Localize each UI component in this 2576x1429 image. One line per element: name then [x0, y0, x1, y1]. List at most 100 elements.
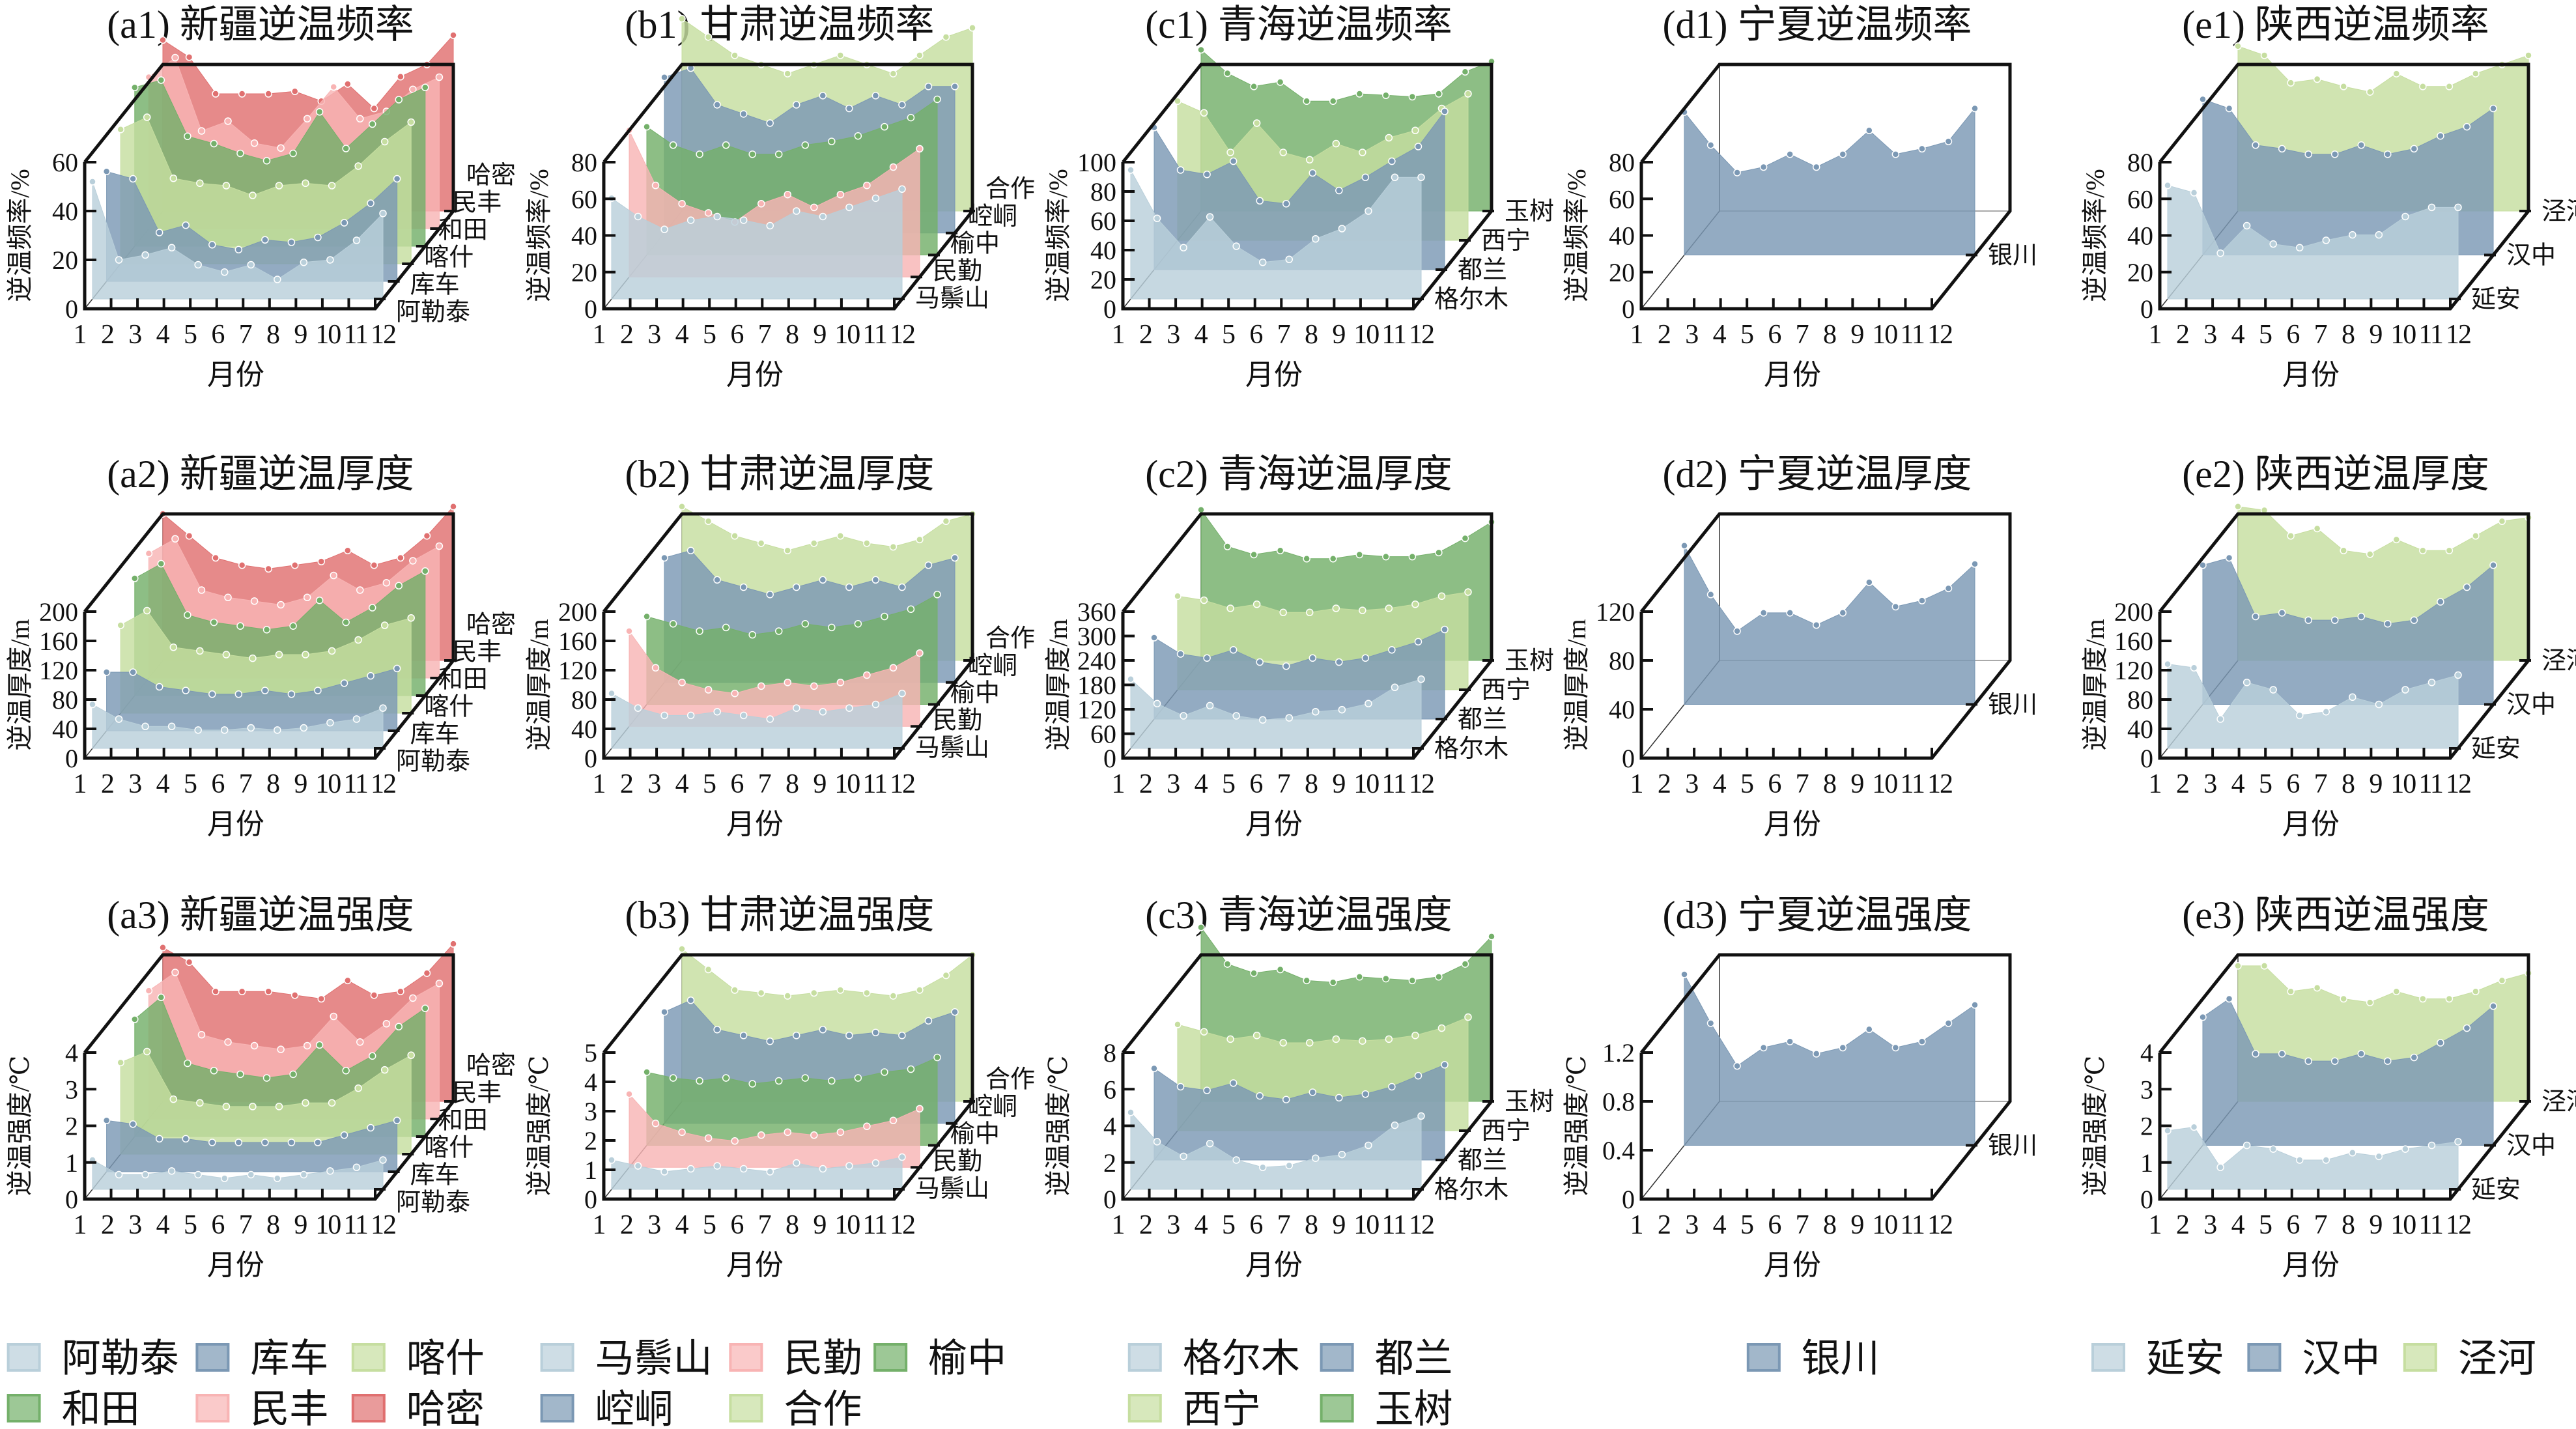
y-tick-label: 360: [1077, 597, 1116, 627]
data-point: [330, 83, 337, 91]
series-label: 阿勒泰: [396, 1189, 470, 1217]
data-point: [801, 1074, 810, 1082]
x-tick-label: 9: [1332, 320, 1345, 350]
y-tick-label: 1: [584, 1155, 597, 1185]
data-point: [942, 517, 950, 525]
series-label: 银川: [1988, 1133, 2037, 1160]
x-tick-label: 6: [730, 1210, 743, 1240]
data-point: [731, 689, 739, 698]
data-point: [1812, 1050, 1820, 1058]
x-axis-label: 月份: [2282, 808, 2340, 840]
data-point: [1441, 107, 1449, 115]
data-point: [748, 150, 756, 158]
data-point: [264, 565, 272, 573]
y-tick-label: 80: [52, 685, 78, 714]
data-point: [933, 95, 941, 104]
data-point: [871, 1159, 880, 1167]
data-point: [2437, 598, 2444, 606]
data-point: [261, 1139, 269, 1146]
series-label: 喀什: [424, 1135, 474, 1162]
x-tick-label: 3: [1685, 769, 1698, 799]
data-point: [1733, 627, 1741, 635]
data-point: [315, 1041, 324, 1049]
data-point: [2260, 51, 2269, 59]
data-point: [933, 591, 941, 599]
data-point: [409, 85, 417, 93]
x-tick-label: 4: [156, 1210, 170, 1240]
x-tick-label: 8: [1823, 320, 1836, 350]
x-tick-label: 10: [315, 320, 341, 350]
y-tick-label: 240: [1077, 646, 1116, 675]
y-tick-label: 0.4: [1602, 1136, 1635, 1165]
data-point: [449, 503, 457, 511]
x-tick-label: 12: [371, 320, 395, 350]
y-tick-label: 0: [1622, 294, 1635, 324]
data-point: [774, 1077, 783, 1085]
x-tick-label: 12: [1409, 769, 1434, 799]
chart-title: (c2) 青海逆温厚度: [1145, 453, 1452, 496]
data-point: [757, 539, 765, 547]
data-point: [2330, 1057, 2339, 1065]
data-point: [102, 1116, 111, 1124]
series-label: 民丰: [452, 190, 502, 217]
data-point: [766, 119, 774, 127]
data-point: [1279, 1039, 1287, 1047]
legend-swatch: [2091, 1343, 2125, 1372]
legend-swatch: [2247, 1343, 2282, 1372]
x-tick-label: 2: [2176, 769, 2188, 799]
legend-item: 玉树: [1320, 1388, 1453, 1429]
data-point: [731, 986, 739, 994]
data-point: [739, 1165, 748, 1173]
x-tick-label: 10: [315, 1210, 341, 1240]
y-tick-label: 80: [1609, 148, 1635, 177]
data-point: [1332, 1035, 1340, 1043]
data-point: [643, 1068, 651, 1076]
data-point: [1200, 596, 1208, 604]
x-tick-label: 3: [647, 769, 660, 799]
legend-item: 格尔木: [1127, 1337, 1300, 1380]
data-point: [1256, 658, 1264, 666]
x-tick-label: 4: [1713, 320, 1727, 350]
x-tick-label: 12: [890, 1210, 914, 1240]
data-point: [303, 1041, 311, 1050]
data-point: [1250, 550, 1258, 559]
data-point: [300, 724, 308, 732]
data-point: [1229, 646, 1238, 654]
legend-label: 合作: [784, 1388, 862, 1429]
x-tick-label: 3: [128, 1210, 141, 1240]
legend-item: 汉中: [2247, 1337, 2380, 1380]
legend-label: 银川: [1802, 1337, 1880, 1380]
data-point: [2269, 1145, 2277, 1153]
x-tick-label: 9: [813, 320, 826, 350]
data-point: [1174, 592, 1182, 600]
data-point: [368, 1052, 376, 1060]
series-label: 汉中: [2506, 692, 2556, 719]
data-point: [881, 1068, 888, 1076]
y-tick-label: 20: [1609, 258, 1635, 287]
data-point: [651, 664, 660, 672]
data-point: [393, 1116, 401, 1124]
chart-title: (c1) 青海逆温频率: [1145, 3, 1452, 46]
x-tick-label: 1: [74, 769, 86, 799]
data-point: [1276, 965, 1284, 974]
legend-swatch: [540, 1394, 574, 1422]
series-area-银川: [1684, 545, 1975, 705]
series-label: 西宁: [1481, 677, 1531, 704]
data-point: [2357, 1050, 2366, 1058]
data-point: [115, 256, 123, 264]
data-point: [2357, 141, 2366, 149]
x-tick-label: 2: [1139, 769, 1152, 799]
data-point: [117, 621, 124, 629]
data-point: [1250, 969, 1258, 977]
data-point: [845, 583, 853, 591]
data-point: [2445, 995, 2454, 1003]
data-point: [326, 1167, 334, 1175]
x-tick-label: 6: [1249, 1210, 1262, 1240]
data-point: [2322, 236, 2330, 244]
data-point: [1305, 1039, 1314, 1047]
data-point: [354, 636, 362, 644]
data-point: [722, 1074, 730, 1082]
data-point: [143, 113, 151, 121]
